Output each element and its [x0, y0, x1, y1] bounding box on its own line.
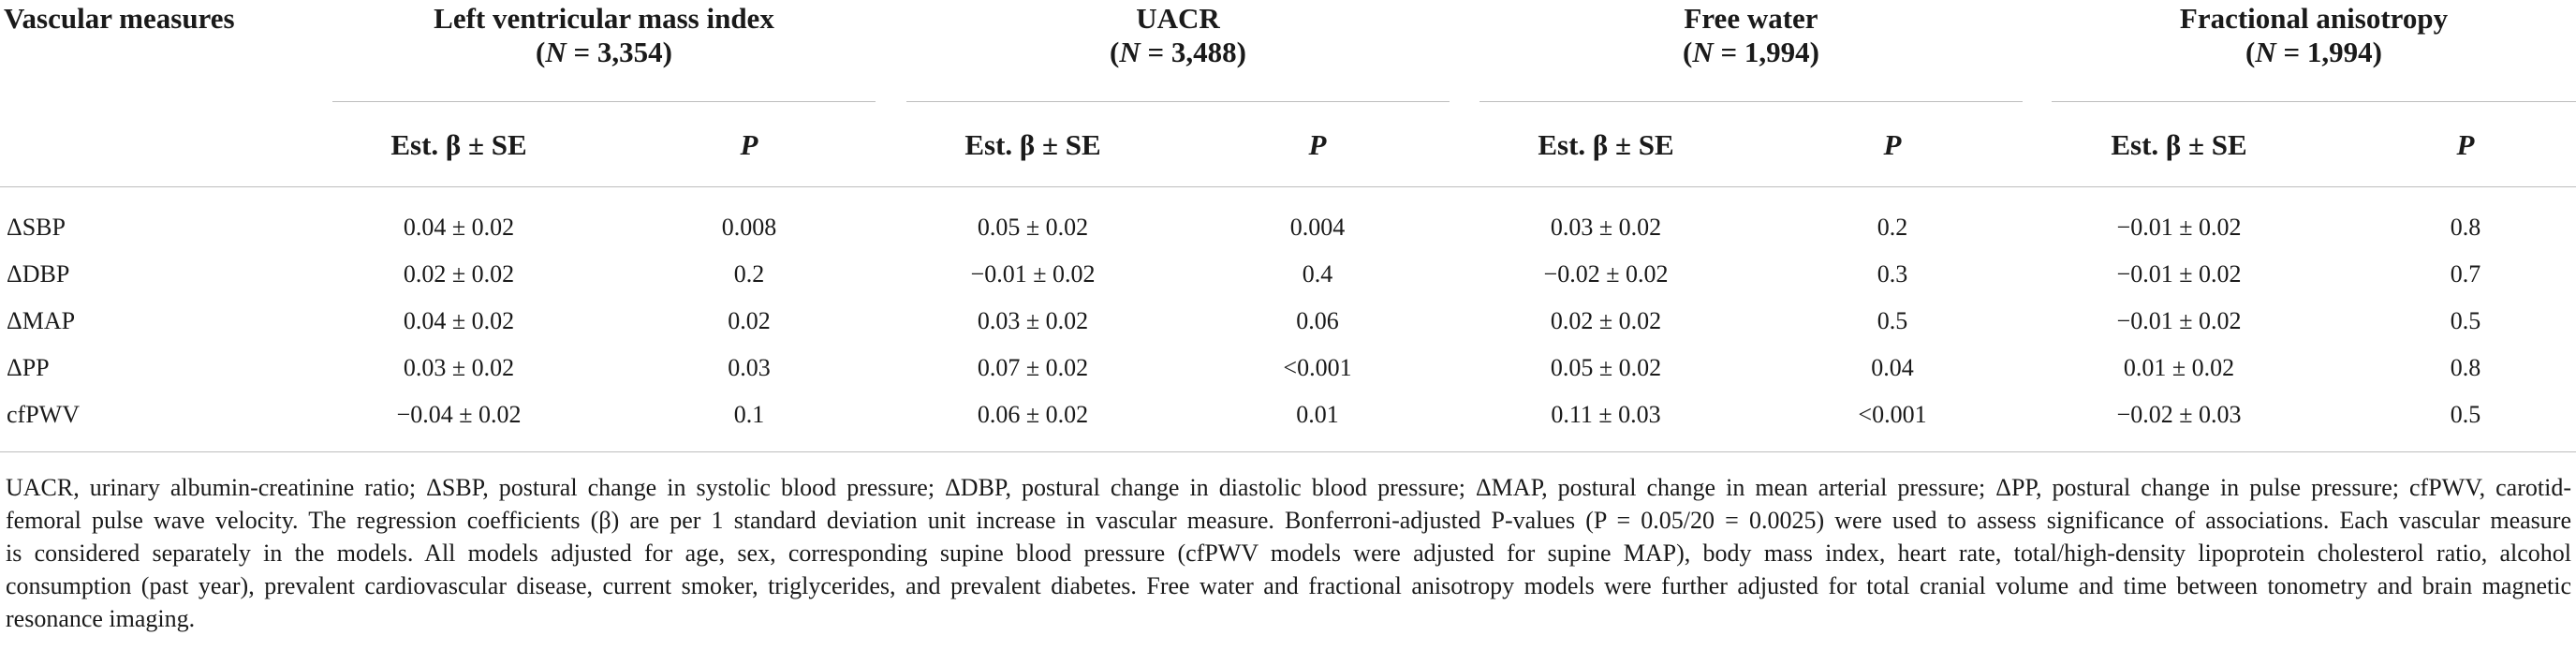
group-underline	[906, 101, 1450, 102]
p-value-cell: 0.7	[2450, 260, 2481, 288]
footnote-line: femoral pulse wave velocity. The regress…	[6, 507, 2571, 534]
subheader-est: Est. β ± SE	[964, 128, 1101, 161]
corner-header: Vascular measures	[4, 2, 235, 35]
p-value-cell: 0.01	[1296, 401, 1339, 428]
p-value-cell: 0.06	[1296, 307, 1339, 334]
p-value-cell: 0.3	[1877, 260, 1908, 288]
estimate-cell: 0.03 ± 0.02	[1550, 214, 1662, 241]
subheader-est: Est. β ± SE	[2111, 128, 2247, 161]
p-value-cell: 0.4	[1302, 260, 1333, 288]
estimate-cell: 0.04 ± 0.02	[403, 307, 515, 334]
subheader-p: P	[1308, 128, 1327, 161]
p-value-cell: 0.02	[728, 307, 771, 334]
group-title: Left ventricular mass index	[434, 2, 774, 35]
subheader-est: Est. β ± SE	[390, 128, 527, 161]
p-value-cell: 0.2	[733, 260, 765, 288]
estimate-cell: −0.01 ± 0.02	[2116, 214, 2242, 241]
p-value-cell: 0.8	[2450, 354, 2481, 381]
p-value-cell: 0.2	[1877, 214, 1908, 241]
p-value-cell: <0.001	[1858, 401, 1927, 428]
table-footnote: UACR, urinary albumin-creatinine ratio; …	[6, 471, 2571, 635]
p-value-cell: 0.5	[1877, 307, 1908, 334]
p-value-cell: 0.8	[2450, 214, 2481, 241]
subheader-p: P	[2456, 128, 2475, 161]
row-label: ΔMAP	[7, 307, 76, 334]
estimate-cell: −0.02 ± 0.03	[2116, 401, 2242, 428]
estimate-cell: 0.05 ± 0.02	[977, 214, 1089, 241]
subheader-est: Est. β ± SE	[1538, 128, 1674, 161]
group-header-lvmi: Left ventricular mass index (N = 3,354)	[332, 2, 876, 69]
estimate-cell: −0.02 ± 0.02	[1543, 260, 1669, 288]
row-label: ΔDBP	[7, 260, 70, 288]
group-header-fa: Fractional anisotropy (N = 1,994)	[2052, 2, 2576, 69]
group-header-uacr: UACR (N = 3,488)	[906, 2, 1450, 69]
p-value-cell: 0.5	[2450, 401, 2481, 428]
p-value-cell: 0.03	[728, 354, 771, 381]
header-bottom-rule	[0, 186, 2576, 187]
footnote-line: is considered separately in the models. …	[6, 539, 2571, 567]
group-title: Fractional anisotropy	[2179, 2, 2449, 35]
subheader-p: P	[740, 128, 758, 161]
estimate-cell: 0.11 ± 0.03	[1551, 401, 1661, 428]
group-header-free-water: Free water (N = 1,994)	[1479, 2, 2023, 69]
p-value-cell: 0.004	[1289, 214, 1346, 241]
estimate-cell: −0.01 ± 0.02	[2116, 260, 2242, 288]
footnote-line: consumption (past year), prevalent cardi…	[6, 572, 2571, 599]
estimate-cell: 0.03 ± 0.02	[403, 354, 515, 381]
estimate-cell: 0.06 ± 0.02	[977, 401, 1089, 428]
estimate-cell: 0.03 ± 0.02	[977, 307, 1089, 334]
footnote-line: UACR, urinary albumin-creatinine ratio; …	[6, 474, 2571, 501]
p-value-cell: 0.04	[1871, 354, 1914, 381]
estimate-cell: −0.04 ± 0.02	[396, 401, 522, 428]
group-n: (N = 3,488)	[1110, 36, 1246, 68]
p-value-cell: <0.001	[1283, 354, 1352, 381]
row-label: cfPWV	[7, 401, 80, 428]
group-title: UACR	[1136, 2, 1220, 35]
group-underline	[332, 101, 876, 102]
subheader-p: P	[1883, 128, 1902, 161]
group-n: (N = 1,994)	[2245, 36, 2382, 68]
footnote-line: resonance imaging.	[6, 605, 196, 632]
row-label: ΔPP	[7, 354, 50, 381]
estimate-cell: 0.05 ± 0.02	[1550, 354, 1662, 381]
p-value-cell: 0.1	[733, 401, 765, 428]
row-label: ΔSBP	[7, 214, 66, 241]
p-value-cell: 0.5	[2450, 307, 2481, 334]
estimate-cell: 0.02 ± 0.02	[1550, 307, 1662, 334]
group-underline	[1479, 101, 2023, 102]
table-bottom-rule	[0, 451, 2576, 452]
p-value-cell: 0.008	[721, 214, 777, 241]
estimate-cell: −0.01 ± 0.02	[970, 260, 1096, 288]
estimate-cell: −0.01 ± 0.02	[2116, 307, 2242, 334]
estimate-cell: 0.04 ± 0.02	[403, 214, 515, 241]
estimate-cell: 0.02 ± 0.02	[403, 260, 515, 288]
group-title: Free water	[1684, 2, 1818, 35]
group-n: (N = 3,354)	[536, 36, 672, 68]
group-underline	[2052, 101, 2576, 102]
estimate-cell: 0.01 ± 0.02	[2123, 354, 2235, 381]
group-n: (N = 1,994)	[1683, 36, 1819, 68]
estimate-cell: 0.07 ± 0.02	[977, 354, 1089, 381]
